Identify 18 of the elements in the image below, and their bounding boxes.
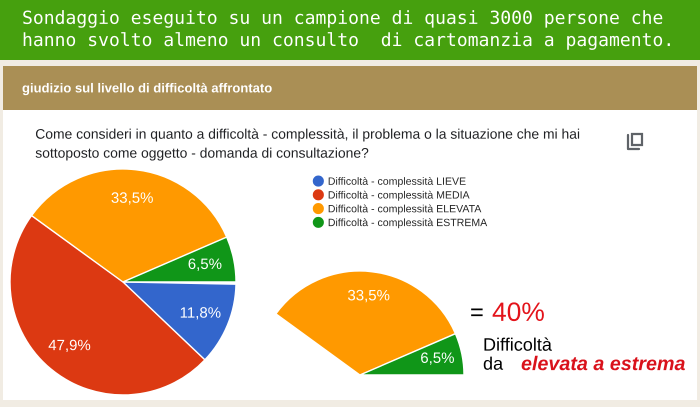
text: 40% <box>492 302 544 322</box>
legend-label: Difficoltà - complessità MEDIA <box>328 190 470 201</box>
data-label: 47,9% <box>48 340 90 352</box>
data-label: 6,5% <box>421 352 454 365</box>
chart-title: Sondaggio eseguito su un campione di quasi 3000 persone che hanno svolto almeno un consulto di cartomanzia a pagamento. <box>23 10 670 50</box>
legend-label: Difficoltà - complessità ELEVATA <box>328 204 482 214</box>
text: Difficoltà <box>484 337 552 351</box>
data-label: 11,8% <box>180 307 221 320</box>
data-label: 6,5% <box>188 258 222 271</box>
data-label: 33,5% <box>111 192 153 205</box>
legend-label: Difficoltà - complessità LIEVE <box>328 177 466 187</box>
text: elevata a estrema <box>522 356 685 370</box>
text: Come consideri in quanto a difficoltà - complessità, il problema o la situazione che mi hai sottoposto come oggetto - domanda di consultazione? <box>36 128 580 161</box>
data-label: 33,5% <box>348 290 390 302</box>
chart-subtitle: giudizio sul livello di difficoltà affrontato <box>22 82 272 96</box>
text: = <box>471 308 483 316</box>
legend-label: Difficoltà - complessità ESTREMA <box>328 218 488 228</box>
text: da <box>484 356 504 370</box>
